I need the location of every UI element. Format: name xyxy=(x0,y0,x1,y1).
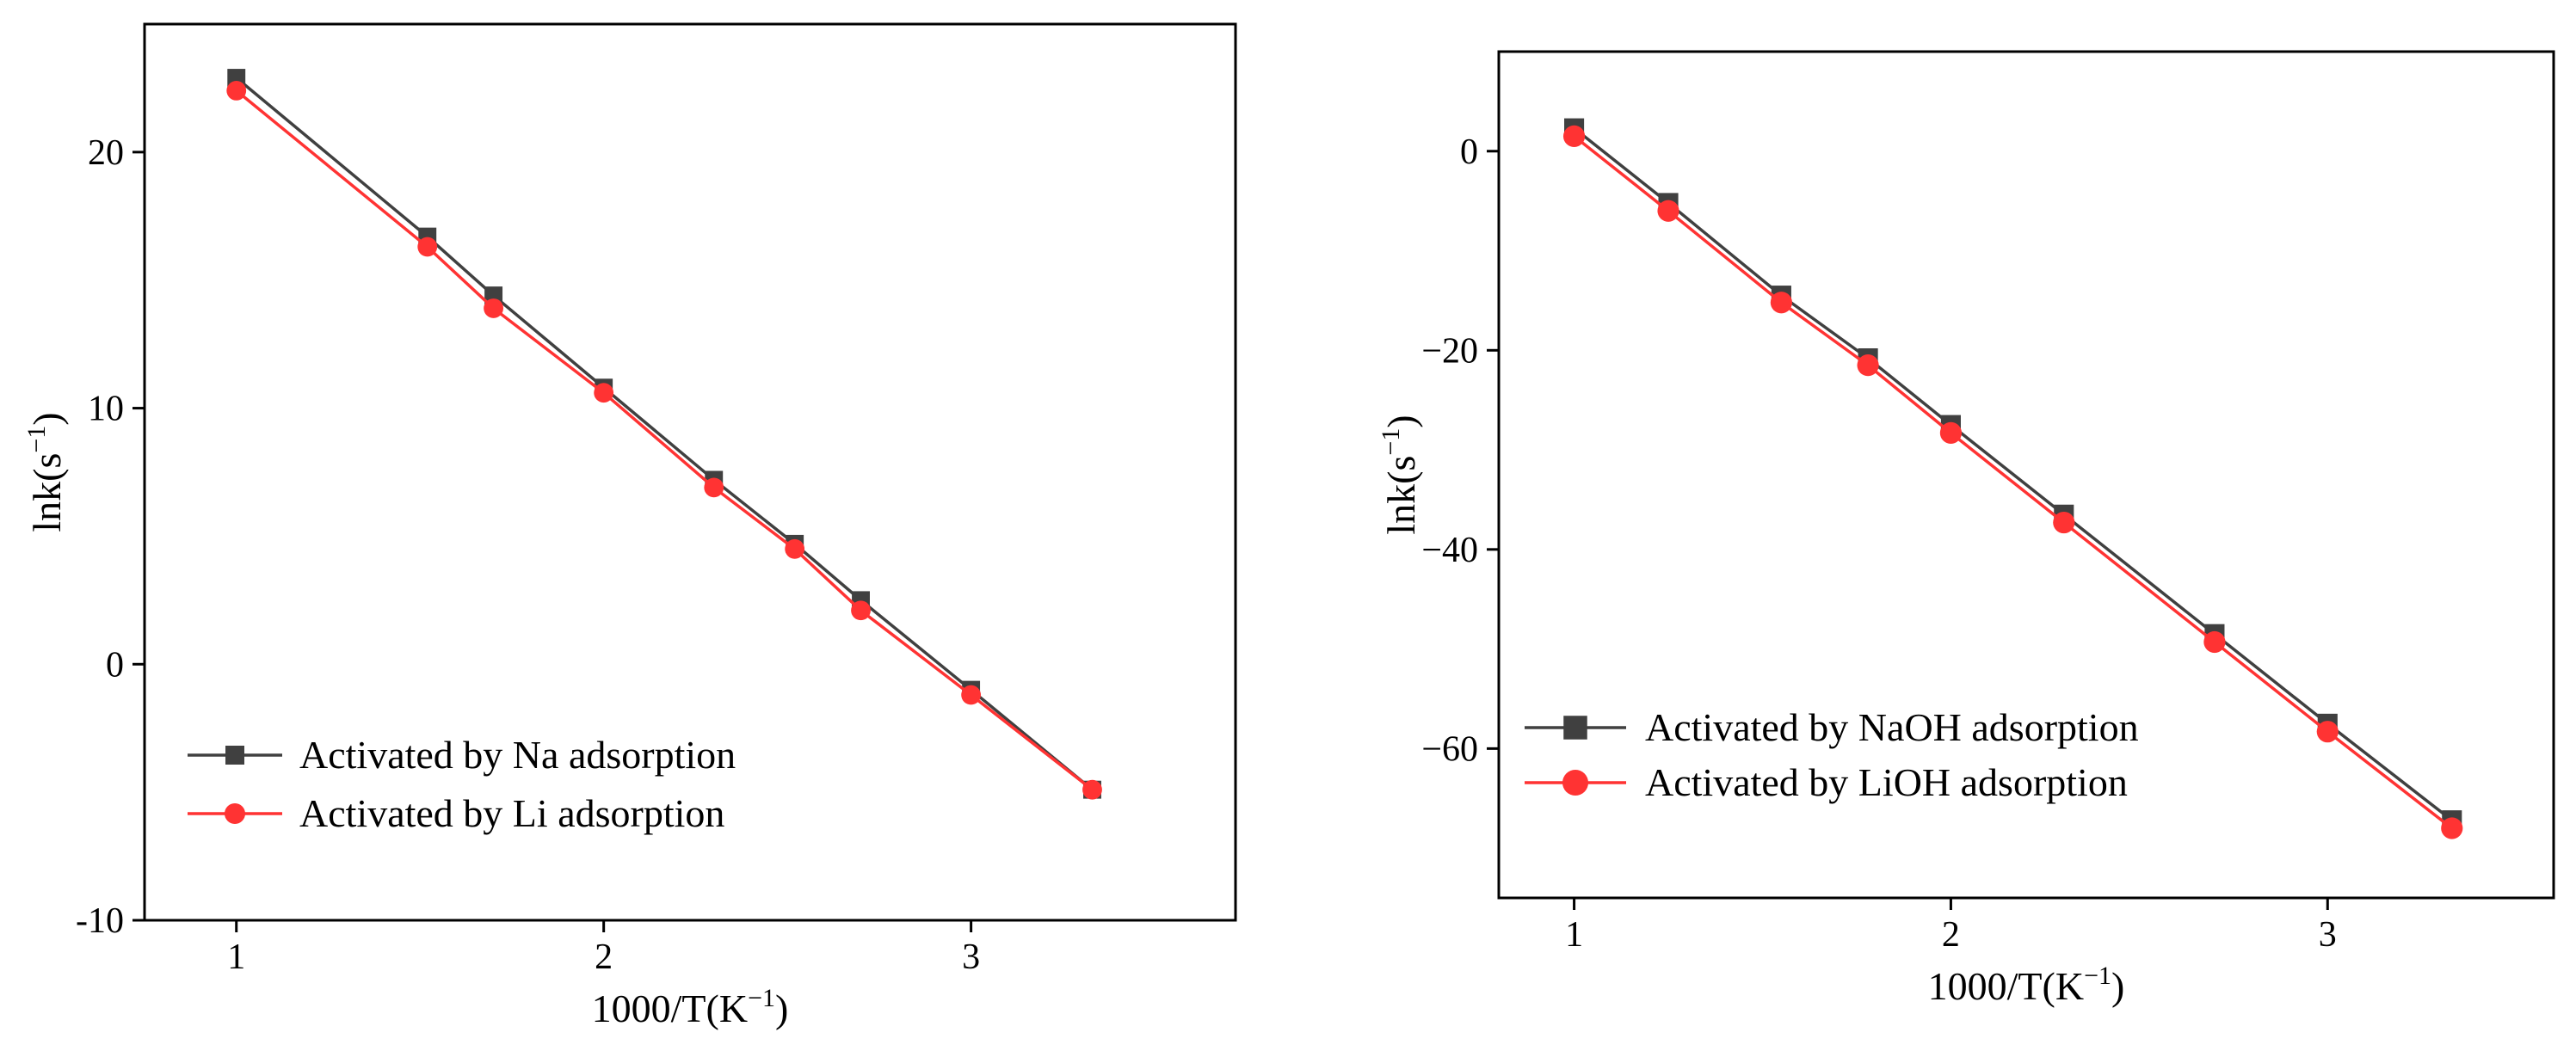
data-point-1-8 xyxy=(2441,817,2463,839)
y-axis-title-text: lnk(s xyxy=(1379,456,1423,535)
y-tick-label: 20 xyxy=(88,133,124,173)
data-point-1-6 xyxy=(851,600,871,621)
legend-marker xyxy=(1563,716,1587,740)
y-tick-label: −40 xyxy=(1421,531,1478,570)
data-point-1-4 xyxy=(1939,421,1963,444)
data-point-1-0 xyxy=(1562,125,1586,147)
legend-label: Activated by NaOH adsorption xyxy=(1645,705,2139,749)
x-tick-label: 2 xyxy=(1942,915,1960,955)
legend-marker xyxy=(1562,770,1588,796)
y-tick-label: −60 xyxy=(1421,729,1478,769)
chart-left-na-li: 1 2 3-10010201000/T(K−1)lnk(s−1)Activated … xyxy=(22,22,1237,1030)
x-tick-label: 3 xyxy=(962,937,980,977)
y-tick-label: −20 xyxy=(1421,331,1478,371)
y-axis-title: lnk(s−1) xyxy=(22,412,69,532)
data-point-1-6 xyxy=(2203,630,2226,654)
data-point-1-7 xyxy=(961,685,982,705)
legend-label: Activated by LiOH adsorption xyxy=(1645,760,2128,804)
x-axis-title-text: 1000/T(K xyxy=(1928,964,2084,1008)
legend-label: Activated by Li adsorption xyxy=(299,791,724,835)
x-tick-label: 1 xyxy=(227,937,245,977)
plot-frame xyxy=(143,22,1237,922)
x-axis-title-end: ) xyxy=(775,986,788,1030)
data-point-1-0 xyxy=(226,81,247,101)
x-axis-title-end: ) xyxy=(2111,964,2124,1008)
legend-marker xyxy=(225,803,245,824)
x-axis-title-text: 1000/T(K xyxy=(592,986,748,1030)
data-point-1-5 xyxy=(785,538,805,559)
plot-frame xyxy=(1497,50,2555,900)
y-tick-label: 0 xyxy=(106,645,124,685)
x-tick-label: 3 xyxy=(2319,915,2337,955)
y-axis-title-superscript: −1 xyxy=(1377,428,1405,456)
x-axis-title: 1000/T(K−1) xyxy=(1928,962,2125,1008)
x-axis-title: 1000/T(K−1) xyxy=(592,984,789,1030)
x-tick-label: 2 xyxy=(595,937,613,977)
x-axis-title-superscript: −1 xyxy=(748,984,775,1012)
data-point-1-1 xyxy=(1657,200,1679,222)
y-axis-title-text: lnk(s xyxy=(25,453,69,532)
y-tick-label: -10 xyxy=(76,901,124,941)
data-point-1-3 xyxy=(1857,354,1879,377)
y-tick-label: 0 xyxy=(1460,132,1478,172)
legend-label: Activated by Na adsorption xyxy=(299,733,736,777)
chart-right-naoh-lioh: 1 2 3−60−40−2001000/T(K−1)lnk(s−1)Activate… xyxy=(1377,50,2555,1008)
x-tick-label: 1 xyxy=(1565,915,1583,955)
data-point-1-5 xyxy=(2053,511,2075,534)
y-axis-title: lnk(s−1) xyxy=(1377,415,1423,534)
data-point-1-4 xyxy=(704,477,724,498)
data-point-1-2 xyxy=(1770,292,1792,314)
data-point-1-7 xyxy=(2316,721,2339,743)
legend-marker xyxy=(225,746,244,765)
x-axis-title-superscript: −1 xyxy=(2084,962,2111,990)
data-point-1-2 xyxy=(484,298,503,318)
y-axis-title-end: ) xyxy=(25,412,69,425)
y-tick-label: 10 xyxy=(88,390,124,429)
data-point-1-8 xyxy=(1082,779,1102,800)
y-axis-title-superscript: −1 xyxy=(22,426,51,453)
data-point-1-3 xyxy=(594,383,614,403)
y-axis-title-end: ) xyxy=(1379,415,1423,427)
data-point-1-1 xyxy=(417,237,438,257)
